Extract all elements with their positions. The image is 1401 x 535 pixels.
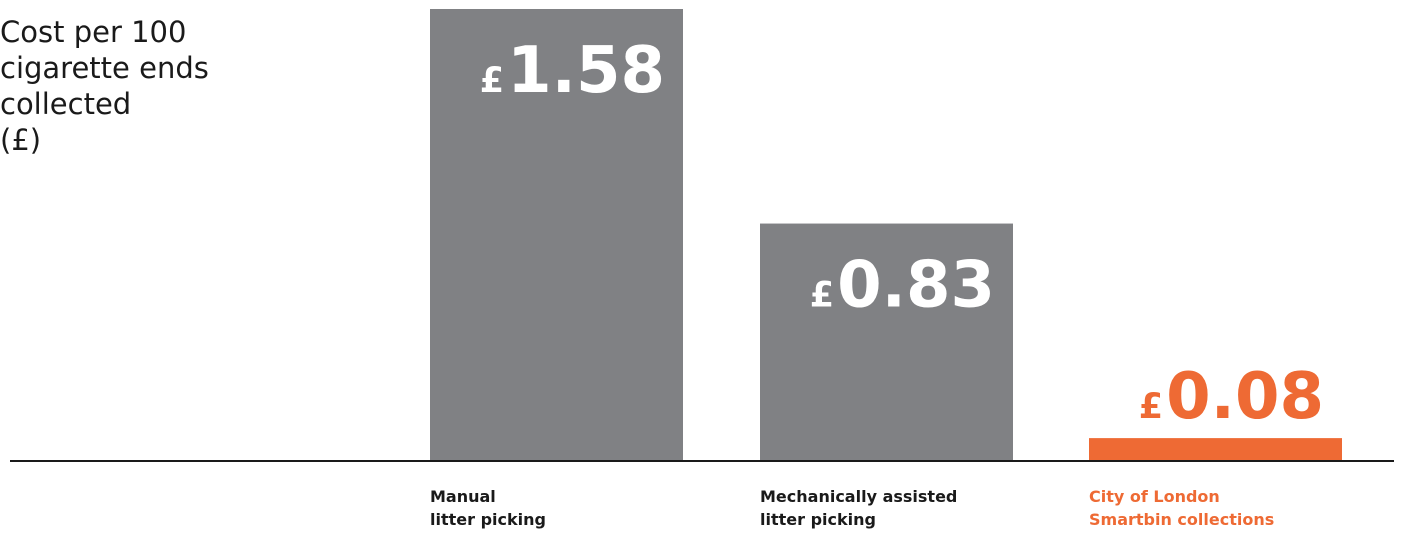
y-axis-title: Cost per 100 cigarette ends collected (£…	[0, 14, 320, 158]
y-axis-title-line: Cost per 100	[0, 15, 187, 49]
value-label-0: £1.58	[480, 34, 665, 108]
category-label-smartbin-collections: City of London Smartbin collections	[1089, 485, 1274, 531]
y-axis-title-line: collected	[0, 87, 132, 121]
currency-symbol: £	[810, 276, 834, 316]
bar-2	[1089, 438, 1342, 461]
currency-symbol: £	[1139, 387, 1163, 427]
category-label-manual-litter-picking: Manual litter picking	[430, 485, 546, 531]
value-number: 0.83	[837, 249, 995, 323]
currency-symbol: £	[480, 61, 504, 101]
category-label-line: Manual	[430, 487, 496, 506]
y-axis-title-line: (£)	[0, 123, 42, 157]
value-label-2: £0.08	[1139, 360, 1324, 434]
category-label-line: Mechanically assisted	[760, 487, 958, 506]
category-label-mechanically-assisted: Mechanically assisted litter picking	[760, 485, 957, 531]
category-label-line: litter picking	[430, 510, 546, 529]
bar-1	[760, 223, 1013, 461]
value-number: 1.58	[507, 34, 665, 108]
bar-0	[430, 9, 683, 461]
value-label-1: £0.83	[810, 249, 995, 323]
category-label-line: litter picking	[760, 510, 876, 529]
y-axis-title-line: cigarette ends	[0, 51, 209, 85]
category-label-line: City of London	[1089, 487, 1220, 506]
category-label-line: Smartbin collections	[1089, 510, 1275, 529]
value-number: 0.08	[1166, 360, 1324, 434]
